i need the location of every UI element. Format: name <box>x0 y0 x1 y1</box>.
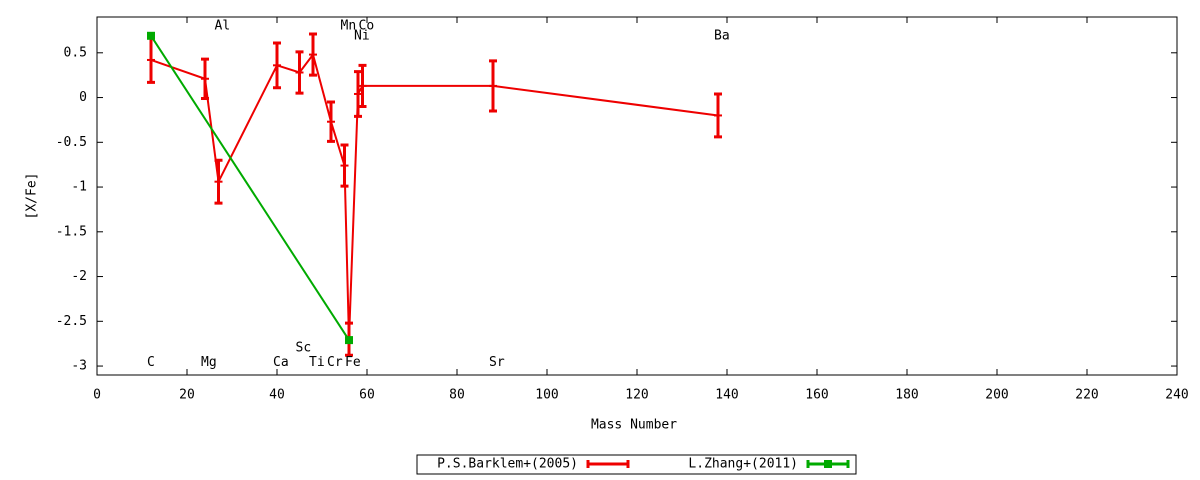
element-label: Fe <box>345 355 361 370</box>
y-tick-label: 0.5 <box>64 45 87 60</box>
y-axis-label: [X/Fe] <box>25 173 40 220</box>
x-tick-label: 200 <box>985 388 1008 403</box>
element-label: Mg <box>201 355 217 370</box>
x-tick-label: 100 <box>535 388 558 403</box>
element-label: Ti <box>309 355 325 370</box>
x-tick-label: 220 <box>1075 388 1098 403</box>
element-label: Sc <box>296 341 312 356</box>
legend-label: L.Zhang+(2011) <box>688 457 798 472</box>
element-label: Mn <box>341 18 357 33</box>
x-tick-label: 140 <box>715 388 738 403</box>
point <box>345 336 353 345</box>
x-tick-label: 60 <box>359 388 375 403</box>
legend-box <box>416 454 857 475</box>
y-tick-label: -1.5 <box>56 224 87 239</box>
y-tick-label: -1 <box>71 180 87 195</box>
x-tick-label: 180 <box>895 388 918 403</box>
x-tick-label: 120 <box>625 388 648 403</box>
plot-frame <box>96 16 1178 376</box>
x-tick-label: 0 <box>93 388 101 403</box>
series-line <box>150 35 350 341</box>
x-tick-label: 160 <box>805 388 828 403</box>
element-label: Ba <box>714 28 730 43</box>
y-tick-label: 0 <box>79 90 87 105</box>
point <box>147 31 155 40</box>
element-label: Sr <box>489 355 505 370</box>
element-label: Co <box>359 18 375 33</box>
element-label: Cr <box>327 355 343 370</box>
legend-point <box>824 460 832 468</box>
element-label: Al <box>215 18 231 33</box>
y-tick-label: -2.5 <box>56 314 87 329</box>
element-label: Ni <box>354 28 370 43</box>
x-tick-label: 80 <box>449 388 465 403</box>
element-label: C <box>147 355 155 370</box>
y-tick-label: -3 <box>71 359 87 374</box>
x-axis-label: Mass Number <box>591 418 677 433</box>
legend-label: P.S.Barklem+(2005) <box>437 457 578 472</box>
x-tick-label: 20 <box>179 388 195 403</box>
x-tick-label: 240 <box>1165 388 1188 403</box>
x-tick-label: 40 <box>269 388 285 403</box>
y-tick-label: -0.5 <box>56 135 87 150</box>
element-label: Ca <box>273 355 289 370</box>
series-line <box>150 52 719 340</box>
y-tick-label: -2 <box>71 269 87 284</box>
